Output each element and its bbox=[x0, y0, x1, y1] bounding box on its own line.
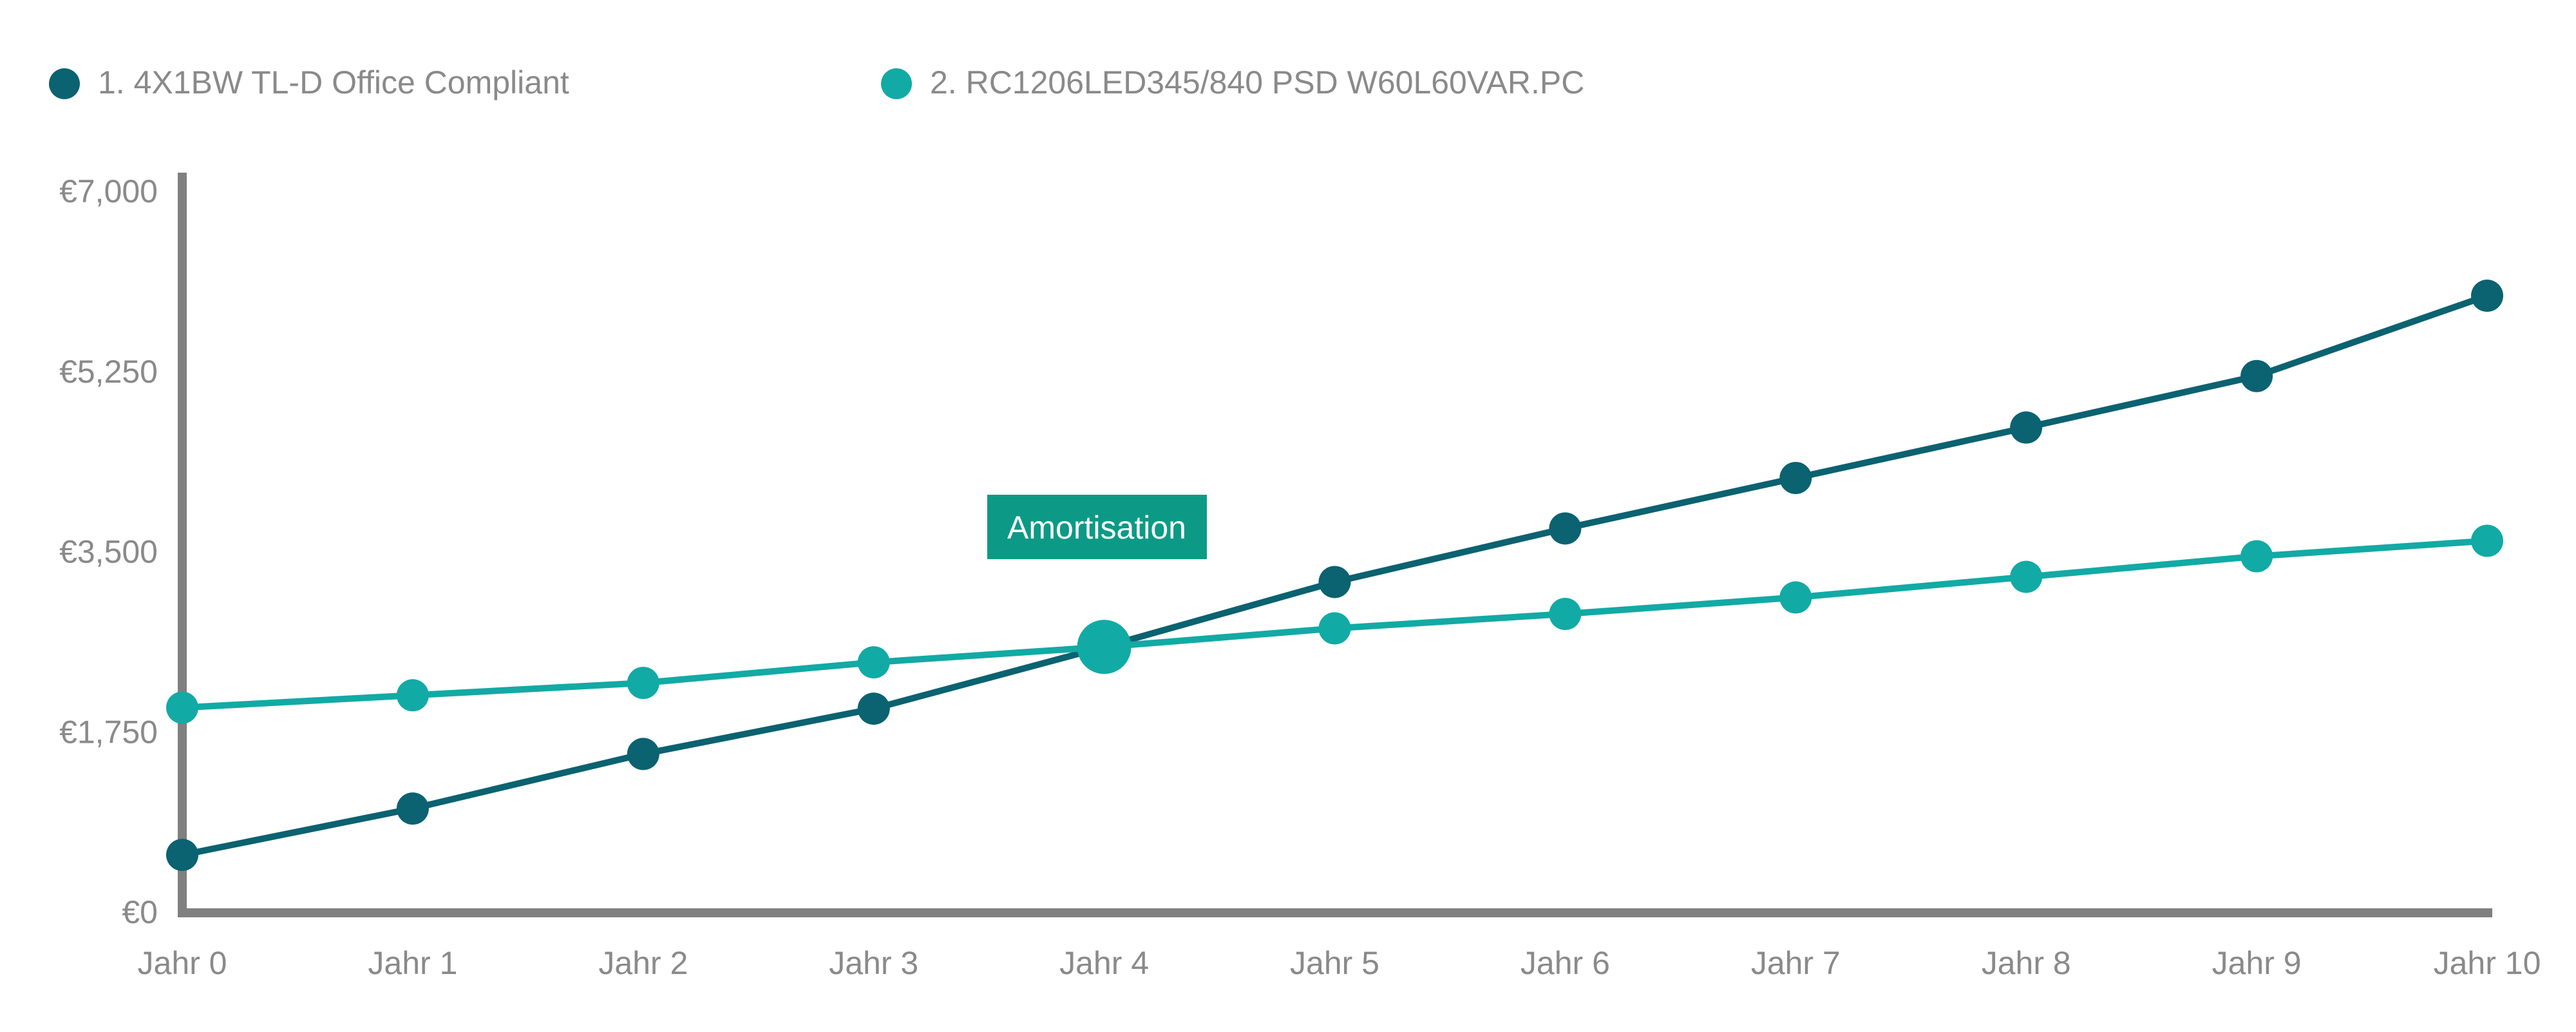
x-tick-label: Jahr 9 bbox=[2212, 945, 2302, 981]
legend-label: 2. RC1206LED345/840 PSD W60L60VAR.PC bbox=[930, 64, 1584, 100]
data-point bbox=[396, 792, 429, 825]
x-axis-tick-labels: Jahr 0 Jahr 1 Jahr 2 Jahr 3 Jahr 4 Jahr 5 Jahr… bbox=[138, 945, 2541, 981]
data-point bbox=[166, 839, 198, 872]
annotation-label-box bbox=[987, 495, 1207, 559]
data-point bbox=[627, 738, 659, 770]
x-tick-label: Jahr 2 bbox=[598, 945, 688, 981]
y-tick-label: €0 bbox=[122, 894, 158, 930]
y-tick-label: €3,500 bbox=[59, 534, 158, 570]
annotation-label: Amortisation bbox=[1007, 510, 1186, 546]
x-tick-label: Jahr 7 bbox=[1751, 945, 1841, 981]
x-tick-label: Jahr 10 bbox=[2434, 945, 2541, 981]
legend-swatch bbox=[881, 68, 912, 99]
legend-swatch bbox=[49, 68, 80, 99]
data-point bbox=[857, 693, 890, 725]
legend: 1. 4X1BW TL-D Office Compliant 2. RC1206L… bbox=[49, 64, 1584, 100]
data-point bbox=[857, 646, 890, 679]
data-point bbox=[2471, 280, 2503, 312]
data-point bbox=[2471, 524, 2503, 557]
x-tick-label: Jahr 8 bbox=[1982, 945, 2071, 981]
amortisation-marker bbox=[1077, 620, 1132, 674]
legend-label: 1. 4X1BW TL-D Office Compliant bbox=[98, 64, 569, 100]
y-tick-label: €5,250 bbox=[59, 354, 158, 390]
series-1 bbox=[166, 280, 2503, 872]
data-point bbox=[396, 679, 429, 712]
data-point bbox=[2010, 411, 2043, 444]
data-point bbox=[1779, 462, 1812, 495]
data-point bbox=[1549, 512, 1582, 545]
x-tick-label: Jahr 3 bbox=[829, 945, 918, 981]
x-tick-label: Jahr 1 bbox=[368, 945, 457, 981]
x-tick-label: Jahr 0 bbox=[138, 945, 227, 981]
x-tick-label: Jahr 4 bbox=[1059, 945, 1149, 981]
data-point bbox=[2010, 560, 2043, 593]
data-point bbox=[2240, 540, 2273, 573]
data-point bbox=[1549, 598, 1582, 631]
y-tick-label: €7,000 bbox=[59, 173, 158, 209]
data-point bbox=[2240, 359, 2273, 392]
y-axis-tick-labels: €0 €1,750 €3,500 €5,250 €7,000 bbox=[59, 173, 158, 930]
legend-item: 1. 4X1BW TL-D Office Compliant bbox=[49, 64, 569, 100]
series-layer bbox=[166, 280, 2503, 872]
series-2 bbox=[166, 524, 2503, 724]
x-tick-label: Jahr 6 bbox=[1520, 945, 1610, 981]
legend-item: 2. RC1206LED345/840 PSD W60L60VAR.PC bbox=[881, 64, 1584, 100]
x-tick-label: Jahr 5 bbox=[1290, 945, 1379, 981]
data-point bbox=[1779, 581, 1812, 614]
data-point bbox=[1318, 566, 1351, 598]
axes bbox=[178, 173, 2492, 917]
data-point bbox=[166, 691, 198, 724]
y-tick-label: €1,750 bbox=[59, 714, 158, 750]
data-point bbox=[1318, 612, 1351, 645]
annotation-box: Amortisation bbox=[987, 495, 1207, 559]
data-point bbox=[627, 667, 659, 700]
